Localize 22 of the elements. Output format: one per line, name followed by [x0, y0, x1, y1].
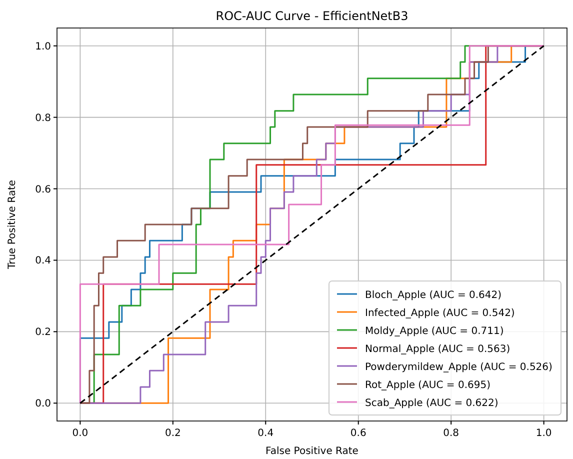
y-tick-label: 0.2 — [35, 327, 51, 338]
y-tick-label: 0.8 — [35, 112, 51, 124]
x-tick-label: 0.2 — [164, 428, 181, 439]
x-tick-label: 0.4 — [258, 428, 274, 439]
y-tick-label: 0.0 — [35, 398, 51, 410]
x-tick-label: 0.8 — [443, 428, 460, 439]
legend-label: Bloch_Apple (AUC = 0.642) — [365, 290, 502, 301]
y-tick-label: 1.0 — [35, 41, 51, 52]
legend-label: Rot_Apple (AUC = 0.695) — [365, 380, 491, 391]
legend-label: Infected_Apple (AUC = 0.542) — [365, 308, 515, 319]
y-tick-label: 0.4 — [35, 256, 51, 267]
legend-label: Moldy_Apple (AUC = 0.711) — [365, 326, 504, 337]
chart-title: ROC-AUC Curve - EfficientNetB3 — [216, 9, 408, 23]
y-axis-title: True Positive Rate — [7, 180, 18, 270]
x-tick-label: 1.0 — [536, 428, 552, 439]
x-axis-title: False Positive Rate — [266, 446, 358, 457]
y-tick-label: 0.6 — [35, 184, 51, 196]
x-tick-label: 0.0 — [72, 428, 88, 439]
legend-label: Scab_Apple (AUC = 0.622) — [365, 398, 498, 409]
legend-label: Normal_Apple (AUC = 0.563) — [365, 344, 510, 355]
legend-label: Powderymildew_Apple (AUC = 0.526) — [365, 362, 553, 373]
x-tick-label: 0.6 — [350, 428, 366, 439]
